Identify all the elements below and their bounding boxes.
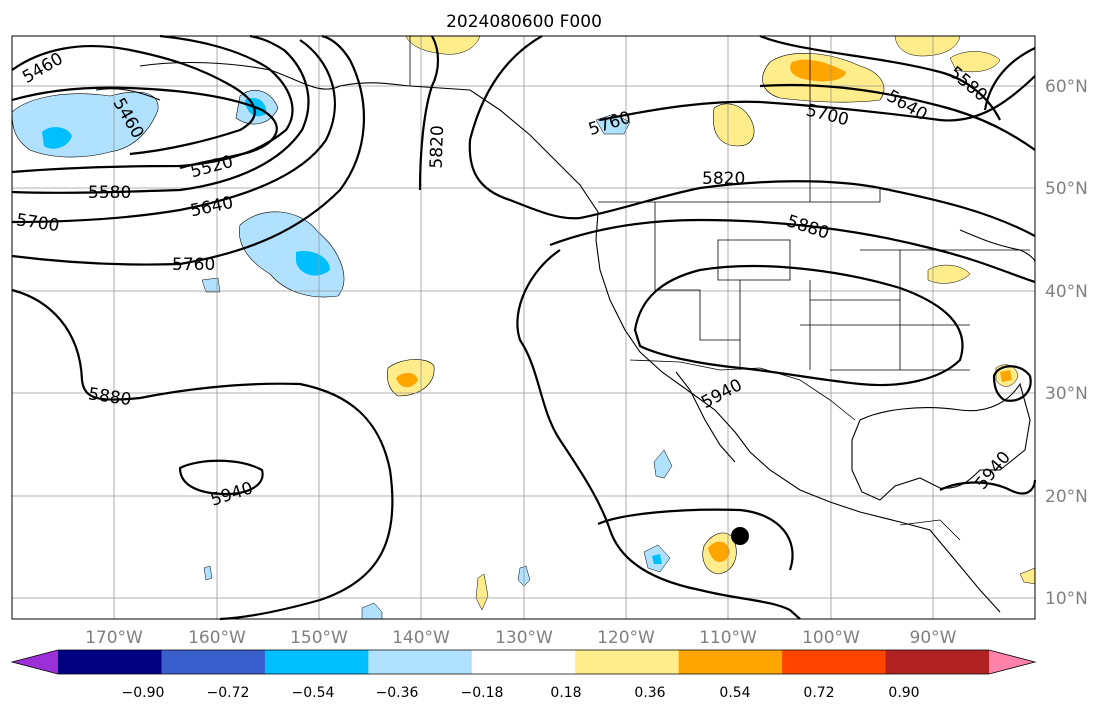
colorbar-tick-label: −0.36 — [376, 685, 419, 701]
colorbar-extend-min — [12, 650, 58, 674]
lon-label: 100°W — [802, 628, 860, 648]
colorbar-ticks: −0.90 −0.72 −0.54 −0.36 −0.18 0.18 0.36 … — [122, 685, 920, 701]
colorbar-segment — [575, 650, 680, 674]
lat-label: 50°N — [1045, 179, 1088, 199]
contour-label: 5760 — [172, 255, 215, 275]
colorbar-tick-label: −0.90 — [122, 685, 165, 701]
lon-label: 120°W — [597, 628, 655, 648]
colorbar-segment — [161, 650, 266, 674]
colorbar-tick-label: 0.54 — [719, 685, 750, 701]
colorbar-tick-label: −0.72 — [207, 685, 250, 701]
political-borders — [409, 36, 1030, 541]
colorbar-tick-label: 0.36 — [634, 685, 665, 701]
lon-label: 170°W — [85, 628, 143, 648]
height-contours — [11, 34, 1037, 621]
colorbar-segment — [58, 650, 162, 674]
lat-label: 40°N — [1045, 282, 1088, 302]
colorbar-tick-label: 0.72 — [803, 685, 834, 701]
colorbar-tick-label: 0.18 — [550, 685, 581, 701]
contour-label: 5820 — [702, 169, 745, 189]
colorbar-segment — [368, 650, 473, 674]
colorbar-tick-label: −0.54 — [292, 685, 335, 701]
colorbar-outline — [10, 649, 1037, 675]
colorbar — [10, 649, 1037, 675]
colorbar-tick-label: 0.90 — [888, 685, 919, 701]
colorbar-segment — [782, 650, 887, 674]
negative-anomaly-areas — [11, 90, 673, 620]
lon-label: 90°W — [910, 628, 957, 648]
colorbar-segment — [264, 650, 369, 674]
longitude-labels: 170°W 160°W 150°W 140°W 130°W 120°W 110°… — [85, 628, 957, 648]
latitude-labels: 60°N 50°N 40°N 30°N 20°N 10°N — [1045, 77, 1088, 609]
map-panel: 5460 5460 5520 5580 5640 5700 5760 5820 … — [11, 34, 1037, 621]
lat-label: 20°N — [1045, 487, 1088, 507]
colorbar-tick-label: −0.18 — [461, 685, 504, 701]
lon-label: 150°W — [290, 628, 348, 648]
graticule — [12, 36, 1035, 619]
storm-center-marker — [731, 527, 749, 545]
colorbar-segment — [678, 650, 783, 674]
colorbar-segment — [885, 650, 990, 674]
colorbar-extend-max — [989, 650, 1035, 674]
lat-label: 10°N — [1045, 589, 1088, 609]
figure-title: 2024080600 F000 — [446, 12, 602, 32]
lat-label: 30°N — [1045, 384, 1088, 404]
contour-label: 5820 — [427, 125, 448, 169]
lon-label: 160°W — [188, 628, 246, 648]
lon-label: 130°W — [495, 628, 553, 648]
contour-label: 5580 — [88, 183, 131, 203]
lat-label: 60°N — [1045, 77, 1088, 97]
lon-label: 110°W — [699, 628, 757, 648]
colorbar-segment — [471, 650, 576, 674]
lon-label: 140°W — [392, 628, 450, 648]
